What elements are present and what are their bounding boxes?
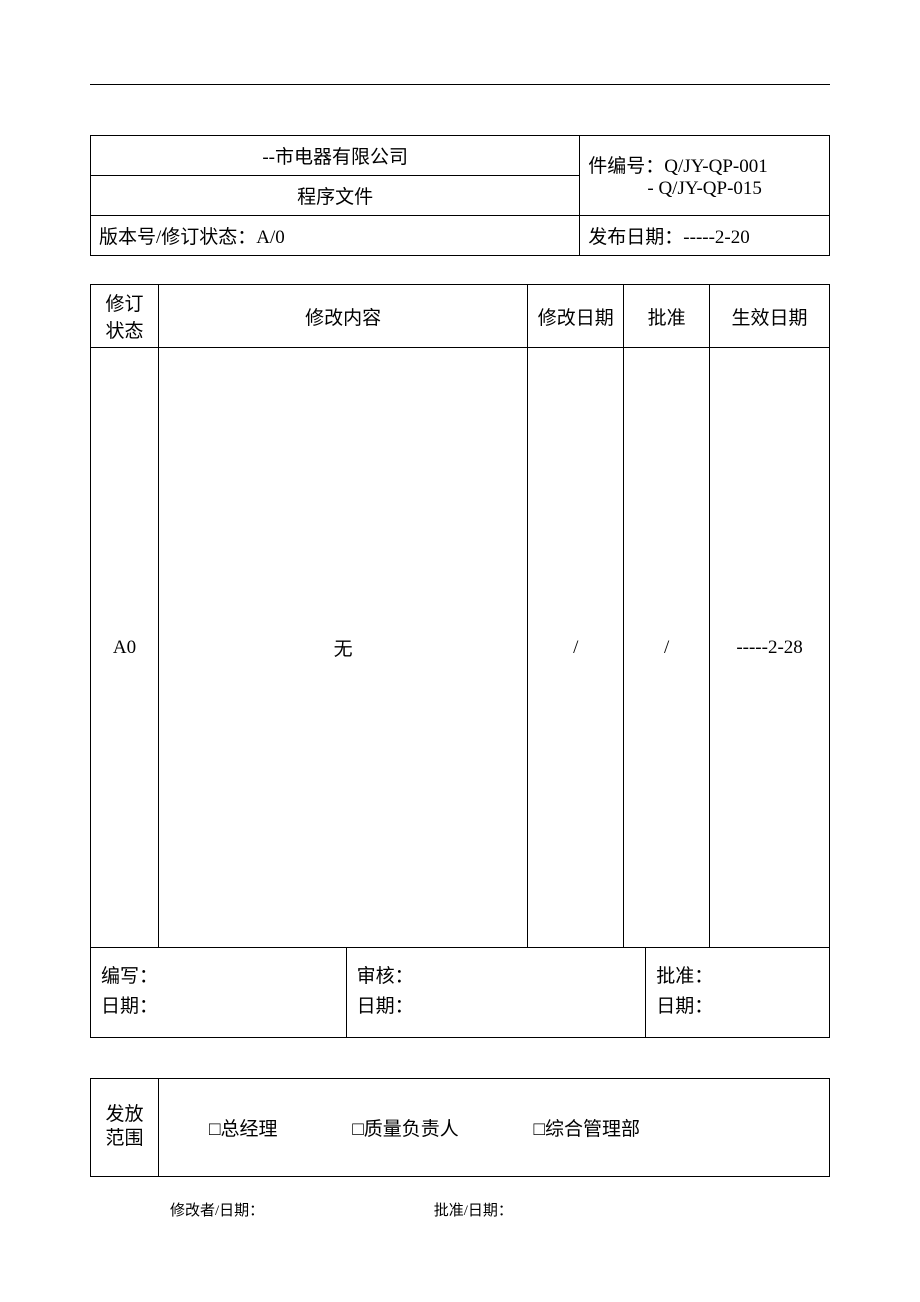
footer-approver: 批准/日期： <box>434 1199 513 1220</box>
signoff-review: 审核： 日期： <box>346 948 646 1037</box>
revision-table: 修订 状态 修改内容 修改日期 批准 生效日期 A0 无 / / -----2-… <box>90 284 830 948</box>
revrow-mdate: / <box>528 348 624 948</box>
dist-options: □总经理 □质量负责人 □综合管理部 <box>159 1078 830 1176</box>
revcol-edate: 生效日期 <box>710 285 830 348</box>
page-top-rule <box>90 84 830 85</box>
revrow-approve: / <box>624 348 710 948</box>
revrow-content: 无 <box>158 348 527 948</box>
header-program: 程序文件 <box>91 176 580 216</box>
revrow-edate: -----2-28 <box>710 348 830 948</box>
sign-write-label: 编写： <box>101 966 158 987</box>
header-version: 版本号/修订状态：A/0 <box>91 216 580 256</box>
sign-write-date: 日期： <box>101 996 158 1017</box>
sign-approve-date: 日期： <box>656 996 713 1017</box>
footer-modifier: 修改者/日期： <box>90 1199 430 1220</box>
sign-approve-label: 批准： <box>656 966 713 987</box>
distribution-table: 发放 范围 □总经理 □质量负责人 □综合管理部 <box>90 1078 830 1177</box>
dist-option-qm: □质量负责人 <box>352 1114 458 1141</box>
header-docno: 件编号：Q/JY-QP-001 - Q/JY-QP-015 <box>580 136 830 216</box>
header-docno-line1: 件编号：Q/JY-QP-001 <box>588 156 767 177</box>
revcol-approve: 批准 <box>624 285 710 348</box>
signoff-write: 编写： 日期： <box>91 948 347 1037</box>
signoff-approve: 批准： 日期： <box>646 948 830 1037</box>
revcol-mdate: 修改日期 <box>528 285 624 348</box>
signoff-table: 编写： 日期： 审核： 日期： 批准： 日期： <box>90 948 830 1038</box>
revrow-state: A0 <box>91 348 159 948</box>
sign-review-label: 审核： <box>357 966 414 987</box>
dist-option-adm: □综合管理部 <box>533 1114 639 1141</box>
header-company: --市电器有限公司 <box>91 136 580 176</box>
page-footer: 修改者/日期： 批准/日期： <box>90 1199 830 1220</box>
revcol-content: 修改内容 <box>158 285 527 348</box>
revcol-state: 修订 状态 <box>91 285 159 348</box>
dist-option-gm: □总经理 <box>209 1114 277 1141</box>
header-docno-line2: - Q/JY-QP-015 <box>588 178 821 200</box>
header-table: --市电器有限公司 件编号：Q/JY-QP-001 - Q/JY-QP-015 … <box>90 135 830 256</box>
header-issue-date: 发布日期：-----2-20 <box>580 216 830 256</box>
sign-review-date: 日期： <box>357 996 414 1017</box>
dist-label: 发放 范围 <box>91 1078 159 1176</box>
